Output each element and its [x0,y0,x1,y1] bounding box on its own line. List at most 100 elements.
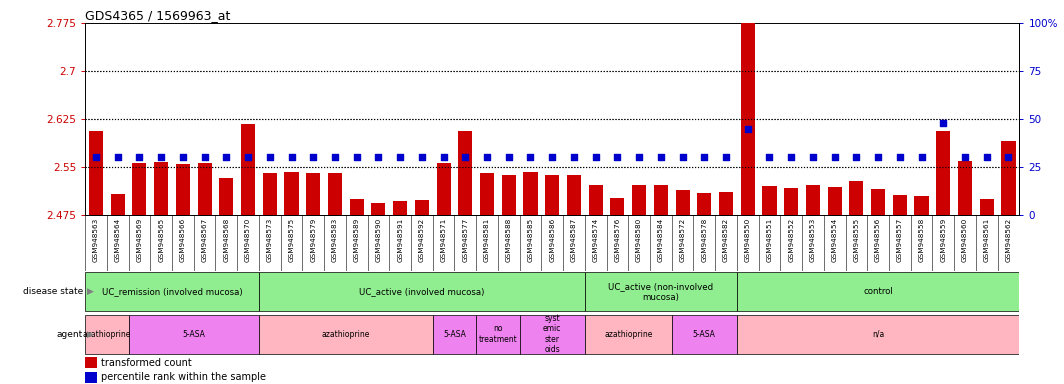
Text: GSM948580: GSM948580 [636,218,642,262]
Bar [350,199,364,215]
Bar [85,357,97,368]
Text: GSM948592: GSM948592 [419,218,425,262]
Point [392,154,409,161]
Bar [502,175,516,215]
Text: ▶: ▶ [87,329,94,339]
Bar [828,187,842,215]
Point [935,120,952,126]
Text: GSM948565: GSM948565 [159,218,164,262]
Text: 5-ASA: 5-ASA [443,329,466,339]
Point [522,154,539,161]
Text: no
treatment: no treatment [479,324,517,344]
Point [413,154,430,161]
Text: GSM948552: GSM948552 [788,218,794,262]
Point [675,154,692,161]
Bar [85,272,259,311]
Text: GSM948576: GSM948576 [614,218,620,262]
Bar [306,173,320,215]
Bar [129,314,259,354]
Bar [585,314,671,354]
Point [544,154,561,161]
Text: GSM948587: GSM948587 [571,218,577,262]
Point [327,154,344,161]
Bar [763,186,777,215]
Bar [585,272,737,311]
Text: GSM948554: GSM948554 [832,218,837,262]
Bar [259,314,433,354]
Text: n/a: n/a [872,329,884,339]
Point [957,154,974,161]
Point [110,154,127,161]
Bar [523,172,537,215]
Text: GSM948582: GSM948582 [724,218,729,262]
Text: GSM948560: GSM948560 [962,218,968,262]
Text: disease state: disease state [22,287,83,296]
Text: GSM948585: GSM948585 [528,218,533,262]
Point [565,154,582,161]
Bar [198,163,212,215]
Text: GSM948556: GSM948556 [875,218,881,262]
Bar [697,193,712,215]
Point [609,154,626,161]
Text: azathioprine: azathioprine [83,329,131,339]
Bar [263,174,277,215]
Bar [284,172,299,215]
Text: GSM948589: GSM948589 [353,218,360,262]
Text: GSM948571: GSM948571 [440,218,447,262]
Point [262,154,279,161]
Text: GSM948568: GSM948568 [223,218,230,262]
Text: GSM948563: GSM948563 [93,218,99,262]
Text: GSM948551: GSM948551 [766,218,772,262]
Bar [632,185,646,215]
Text: agent: agent [56,329,83,339]
Text: GSM948567: GSM948567 [201,218,207,262]
Point [500,154,517,161]
Bar [893,195,907,215]
Text: GSM948583: GSM948583 [332,218,338,262]
Bar [671,314,737,354]
Point [587,154,604,161]
Point [479,154,496,161]
Point [978,154,995,161]
Bar [741,21,754,215]
Point [869,154,886,161]
Text: GSM948553: GSM948553 [810,218,816,262]
Text: UC_remission (involved mucosa): UC_remission (involved mucosa) [102,287,243,296]
Text: UC_active (involved mucosa): UC_active (involved mucosa) [360,287,484,296]
Text: GSM948588: GSM948588 [505,218,512,262]
Bar [653,185,668,215]
Text: azathioprine: azathioprine [321,329,370,339]
Bar [980,199,994,215]
Text: GSM948557: GSM948557 [897,218,903,262]
Text: ▶: ▶ [87,287,94,296]
Text: GSM948577: GSM948577 [463,218,468,262]
Text: GSM948550: GSM948550 [745,218,751,262]
Text: 5-ASA: 5-ASA [693,329,716,339]
Text: GSM948574: GSM948574 [593,218,599,262]
Point [761,154,778,161]
Text: GSM948575: GSM948575 [288,218,295,262]
Bar [567,175,581,215]
Point [152,154,169,161]
Bar [477,314,519,354]
Text: GSM948569: GSM948569 [136,218,143,262]
Bar [219,178,233,215]
Point [739,126,757,132]
Point [304,154,321,161]
Bar [588,185,602,215]
Text: GSM948590: GSM948590 [376,218,381,262]
Point [804,154,821,161]
Bar [154,162,168,215]
Bar [737,314,1019,354]
Text: GSM948570: GSM948570 [245,218,251,262]
Point [826,154,843,161]
Point [913,154,930,161]
Bar [242,124,255,215]
Bar [393,201,408,215]
Text: GSM948579: GSM948579 [311,218,316,262]
Text: GSM948566: GSM948566 [180,218,186,262]
Text: GSM948572: GSM948572 [680,218,685,262]
Point [196,154,213,161]
Point [131,154,148,161]
Bar [132,163,147,215]
